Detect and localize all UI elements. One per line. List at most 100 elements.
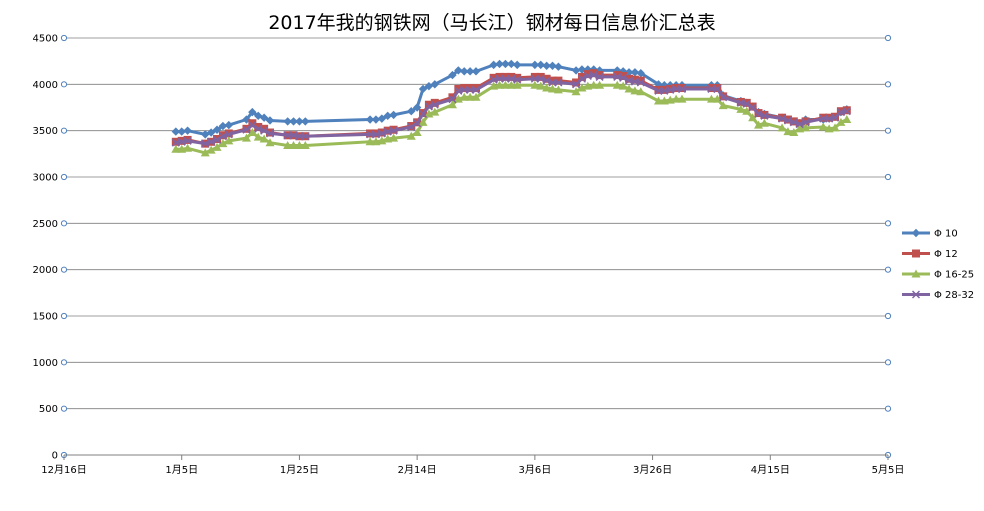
data-point <box>460 85 469 94</box>
data-point <box>406 131 416 140</box>
legend-label: Φ 10 <box>934 229 958 240</box>
data-point <box>471 67 481 76</box>
data-point <box>224 130 233 139</box>
data-point <box>760 111 769 120</box>
data-point <box>295 117 304 126</box>
y-gridline-end-marker <box>60 34 68 42</box>
data-point <box>707 84 716 93</box>
y-gridline-end-marker <box>60 266 68 273</box>
data-point <box>254 124 263 133</box>
data-point <box>553 85 563 94</box>
data-point <box>389 110 398 120</box>
data-point <box>630 68 640 77</box>
data-point <box>636 69 645 78</box>
legend-marker <box>912 249 920 258</box>
data-point <box>513 75 522 84</box>
data-point <box>536 74 545 83</box>
data-point <box>801 123 811 132</box>
y-tick-label: 3000 <box>33 173 58 184</box>
axes: 0 500 1000 1500 2000 2500 3000 3500 4000 4500 12月1… <box>33 34 905 477</box>
data-point <box>501 59 510 69</box>
data-point <box>242 125 251 134</box>
x-tick-label: 3月6日 <box>518 464 551 476</box>
data-point <box>571 66 581 75</box>
legend-label: Φ 12 <box>934 249 958 260</box>
legend-entry: Φ 28-32 <box>902 290 974 301</box>
data-point <box>366 130 375 139</box>
series-lines <box>171 59 852 157</box>
data-point <box>495 80 505 89</box>
x-tick-label: 2月14日 <box>398 464 437 476</box>
data-point <box>513 73 522 82</box>
y-gridline-end-marker <box>60 220 68 227</box>
data-point <box>206 145 216 154</box>
data-point <box>471 92 481 101</box>
data-point <box>389 133 399 142</box>
chart-title: 2017年我的钢铁网（马长江）钢材每日信息价汇总表 <box>268 12 716 34</box>
data-point <box>260 124 269 133</box>
data-point <box>212 142 222 151</box>
data-point <box>501 74 510 83</box>
legend-label: Φ 16-25 <box>934 270 974 281</box>
data-point <box>218 121 228 131</box>
y-gridline-end-marker <box>884 312 892 320</box>
data-point <box>171 127 181 136</box>
data-point <box>636 78 645 87</box>
data-point <box>624 84 634 93</box>
legend-entry: Φ 16-25 <box>902 269 974 281</box>
data-point <box>460 84 469 93</box>
data-point <box>248 119 257 128</box>
y-gridline-end-marker <box>884 173 892 181</box>
data-point <box>619 71 628 80</box>
y-gridline-end-marker <box>884 220 892 227</box>
data-point <box>507 59 516 69</box>
data-point <box>677 94 687 103</box>
data-point <box>625 74 634 83</box>
data-point <box>418 109 428 119</box>
data-point <box>530 80 540 89</box>
data-point <box>530 60 540 70</box>
data-point <box>466 84 475 93</box>
data-point <box>530 74 539 83</box>
data-point <box>583 70 592 79</box>
x-tick-label: 1月5日 <box>165 464 198 476</box>
data-point <box>454 84 463 93</box>
data-point <box>577 74 586 83</box>
data-point <box>218 139 228 148</box>
data-point <box>536 81 546 90</box>
y-gridline-end-marker <box>60 81 68 88</box>
data-point <box>748 103 757 112</box>
data-point <box>224 136 234 145</box>
legend-marker <box>911 290 921 299</box>
data-point <box>212 135 222 144</box>
x-tick-label: 1月25日 <box>280 464 319 476</box>
data-point <box>548 84 558 93</box>
data-point <box>495 74 504 83</box>
data-point <box>836 117 846 126</box>
data-point <box>265 116 275 125</box>
y-tick-label: 500 <box>39 404 58 415</box>
data-point <box>371 115 381 124</box>
y-gridline-end-marker <box>60 173 68 181</box>
y-gridline-end-marker <box>884 359 892 366</box>
data-point <box>183 126 192 135</box>
data-point <box>407 122 416 131</box>
data-point <box>742 99 751 108</box>
y-gridline-end-marker <box>884 127 892 134</box>
series-3 <box>171 80 852 157</box>
data-point <box>200 148 210 157</box>
y-gridline-end-marker <box>60 312 68 320</box>
data-point <box>418 117 428 126</box>
data-point <box>460 67 469 76</box>
data-point <box>554 76 563 85</box>
data-point <box>754 109 763 119</box>
data-point <box>718 101 728 110</box>
data-point <box>542 83 552 92</box>
data-point <box>495 59 504 69</box>
data-point <box>465 92 475 101</box>
data-point <box>447 100 457 109</box>
series-4 <box>171 71 851 148</box>
data-point <box>653 96 663 105</box>
data-point <box>548 61 557 70</box>
